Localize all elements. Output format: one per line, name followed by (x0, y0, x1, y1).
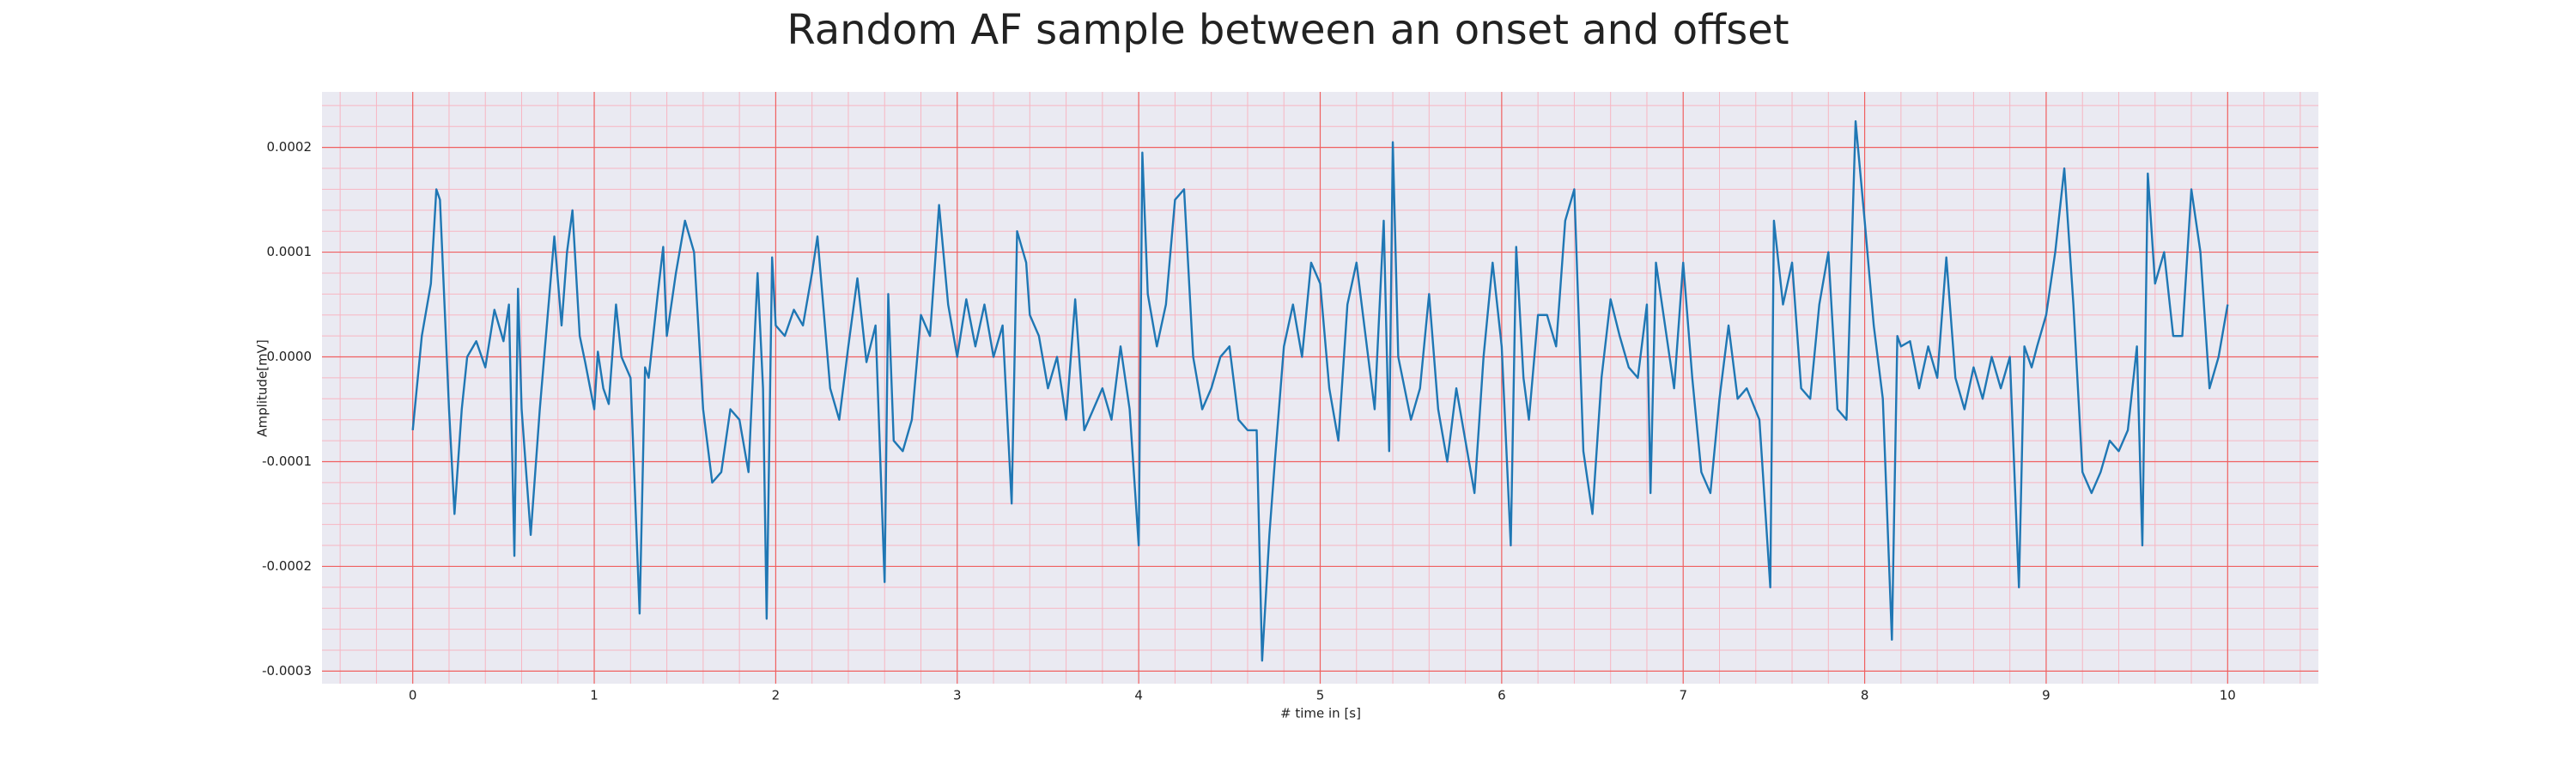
x-tick-label: 9 (2042, 688, 2050, 703)
x-tick-label: 4 (1134, 688, 1143, 703)
y-axis-label: Amplitude[mV] (255, 339, 270, 436)
x-tick-label: 2 (772, 688, 781, 703)
data-line (411, 119, 2229, 662)
y-tick-label: -0.0002 (262, 558, 312, 574)
x-tick-label: 6 (1498, 688, 1506, 703)
x-tick-label: 0 (409, 688, 417, 703)
y-tick-label: 0.0001 (267, 244, 313, 259)
y-tick-label: -0.0001 (262, 453, 312, 469)
x-axis-label: # time in [s] (1280, 706, 1361, 721)
y-tick-label: -0.0003 (262, 663, 312, 679)
x-tick-label: 3 (953, 688, 962, 703)
x-tick-label: 8 (1861, 688, 1869, 703)
x-tick-label: 10 (2220, 688, 2236, 703)
chart-title: Random AF sample between an onset and of… (787, 6, 1789, 54)
x-tick-label: 5 (1316, 688, 1325, 703)
y-tick-label: 0.0000 (267, 349, 313, 364)
x-tick-label: 7 (1679, 688, 1687, 703)
x-tick-label: 1 (590, 688, 598, 703)
y-tick-label: 0.0002 (267, 139, 313, 155)
